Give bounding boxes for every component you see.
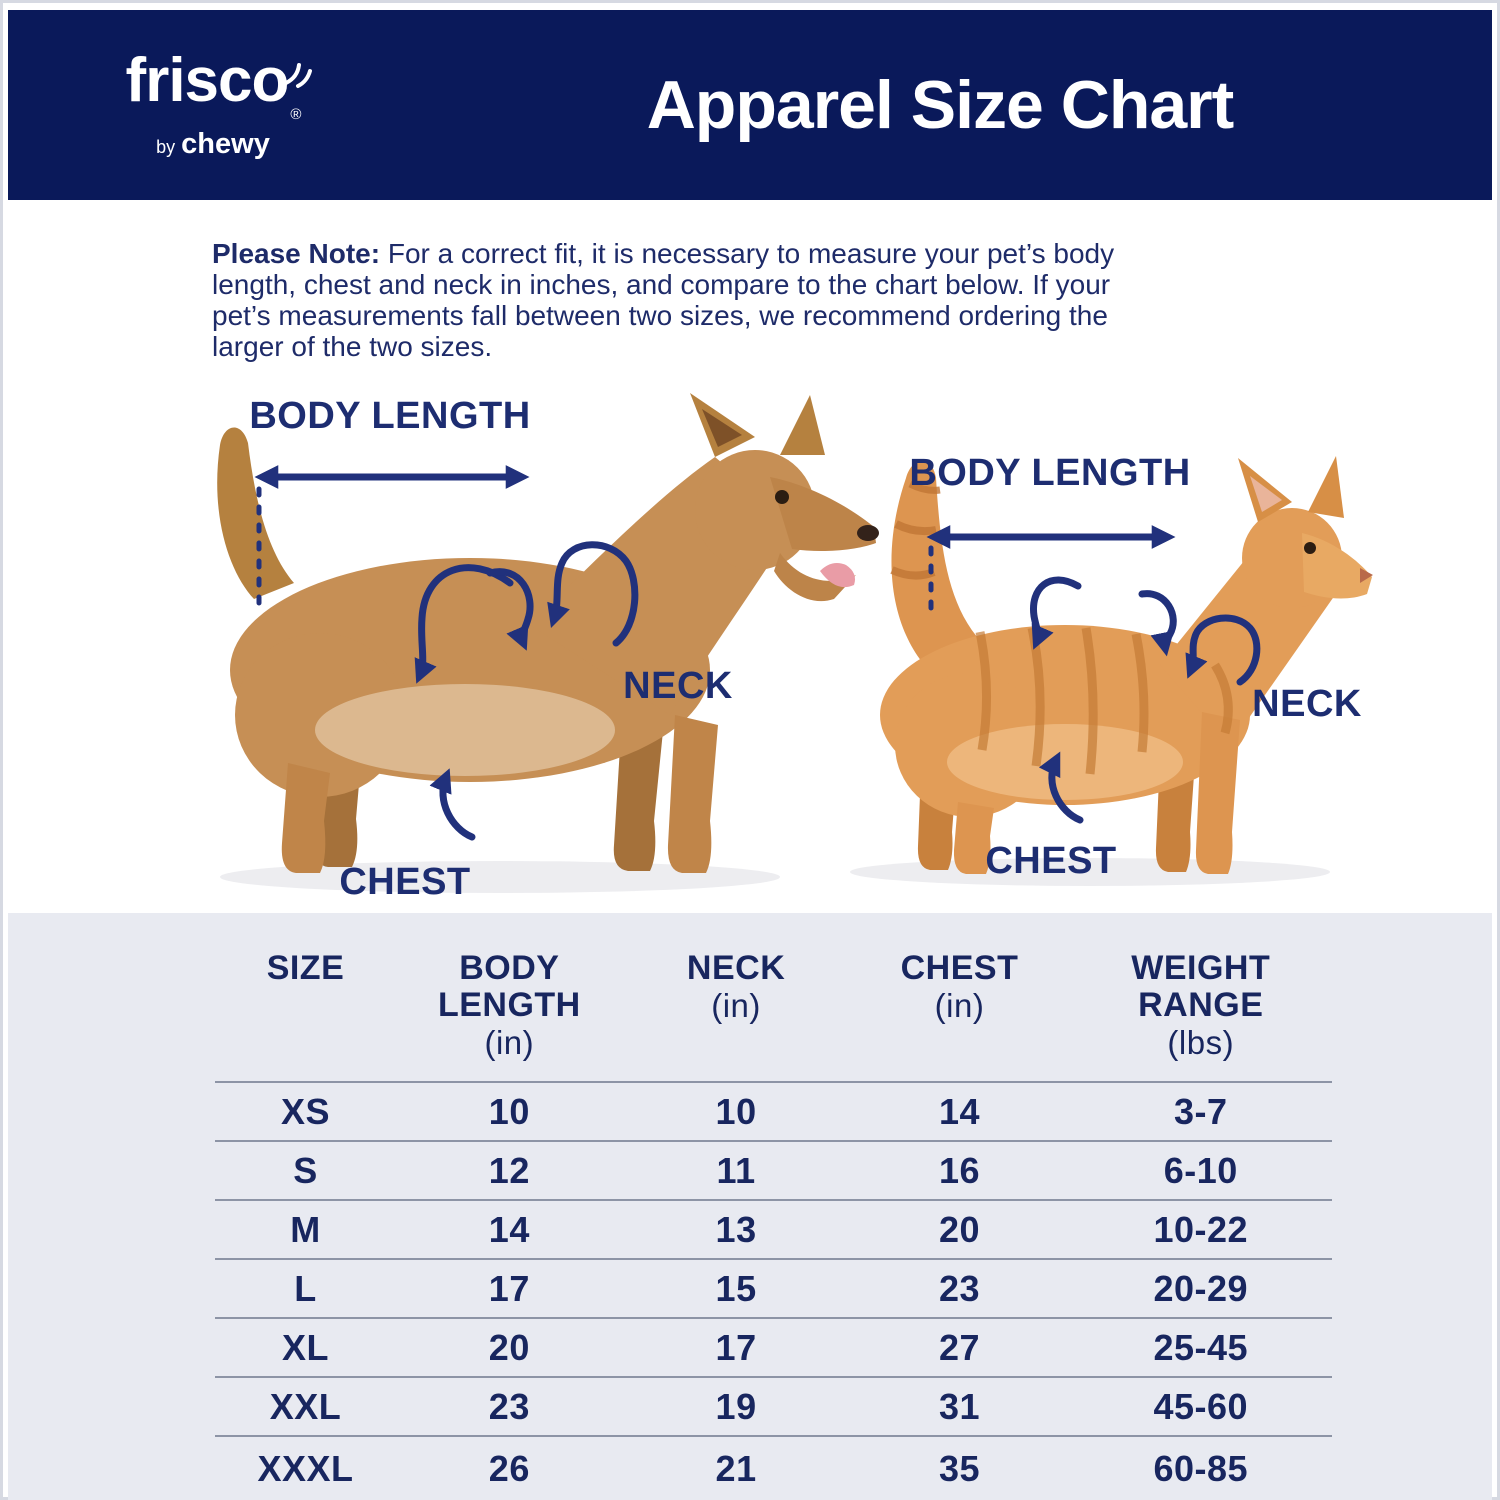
table-row-xs: XS 10 10 14 3-7: [215, 1081, 1332, 1141]
column-header-body-length: BODY LENGTH (in): [437, 949, 581, 1062]
dog-chest-label: CHEST: [339, 861, 471, 903]
cat-chest-girth-arrow-right: [1138, 590, 1177, 657]
frisco-wordmark: frisco: [125, 45, 290, 115]
size-table-section: SIZE BODY LENGTH (in) NECK (in) CHEST: [8, 913, 1492, 1500]
cat-measurement-figure: BODY LENGTH NECK CHEST: [830, 420, 1430, 910]
cell-chest: 20: [849, 1199, 1070, 1259]
cell-chest: 14: [849, 1081, 1070, 1141]
table-row-xxxl: XXXL 26 21 35 60-85: [215, 1435, 1332, 1500]
cell-weight-range: 6-10: [1069, 1140, 1332, 1200]
cell-body-length: 14: [395, 1199, 623, 1259]
dog-chest-girth-arrow-left: [414, 564, 514, 684]
fit-note-paragraph: Please Note: For a correct fit, it is ne…: [212, 238, 1322, 362]
cell-size: L: [215, 1258, 396, 1318]
cat-chest-arrow: [1038, 751, 1084, 824]
table-row-m: M 14 13 20 10-22: [215, 1199, 1332, 1259]
cell-neck: 21: [622, 1435, 850, 1500]
cell-size: XXXL: [215, 1435, 396, 1500]
registered-trademark-icon: ®: [290, 105, 301, 123]
cell-chest: 23: [849, 1258, 1070, 1318]
byline-by-text: by: [156, 136, 176, 157]
column-header-chest: CHEST (in): [900, 949, 1019, 1025]
apparel-size-table: SIZE BODY LENGTH (in) NECK (in) CHEST: [215, 950, 1332, 1500]
dog-neck-loop-arrow: [547, 541, 639, 647]
note-line: length, chest and neck in inches, and co…: [212, 269, 1111, 300]
cell-size: XS: [215, 1081, 396, 1141]
frisco-by-chewy-logo: frisco ® by chewy: [8, 49, 418, 161]
cell-size: S: [215, 1140, 396, 1200]
cell-body-length: 10: [395, 1081, 623, 1141]
table-row-xxl: XXL 23 19 31 45-60: [215, 1376, 1332, 1436]
size-table-container: SIZE BODY LENGTH (in) NECK (in) CHEST: [215, 950, 1332, 1500]
note-label: Please Note:: [212, 238, 381, 269]
dog-measurement-annotations: [254, 465, 639, 841]
cat-chest-label: CHEST: [985, 840, 1117, 882]
cat-illustration: [850, 456, 1373, 886]
table-row-l: L 17 15 23 20-29: [215, 1258, 1332, 1318]
cell-body-length: 17: [395, 1258, 623, 1318]
cell-weight-range: 3-7: [1069, 1081, 1332, 1141]
dog-neck-label: NECK: [623, 665, 733, 707]
chewy-byline: by chewy: [156, 128, 270, 161]
cat-neck-loop-arrow: [1185, 614, 1261, 686]
cell-neck: 10: [622, 1081, 850, 1141]
cell-neck: 19: [622, 1376, 850, 1436]
cell-body-length: 20: [395, 1317, 623, 1377]
cell-body-length: 23: [395, 1376, 623, 1436]
cell-size: XXL: [215, 1376, 396, 1436]
column-header-weight-range: WEIGHT RANGE (lbs): [1131, 949, 1271, 1062]
cat-chest-girth-arrow-left: [1030, 576, 1082, 650]
note-line: pet’s measurements fall between two size…: [212, 300, 1108, 331]
dog-chest-arrow: [429, 768, 476, 841]
cell-neck: 13: [622, 1199, 850, 1259]
cell-weight-range: 25-45: [1069, 1317, 1332, 1377]
dog-body-length-label: BODY LENGTH: [249, 395, 531, 437]
cell-weight-range: 45-60: [1069, 1376, 1332, 1436]
note-line: Please Note: For a correct fit, it is ne…: [212, 238, 1115, 269]
cell-size: M: [215, 1199, 396, 1259]
dog-chest-girth-arrow-right: [486, 568, 534, 651]
note-line: larger of the two sizes.: [212, 331, 493, 362]
chewy-wordmark: chewy: [181, 127, 270, 160]
cat-neck-label: NECK: [1252, 683, 1362, 725]
header-title-container: Apparel Size Chart: [418, 66, 1492, 144]
table-header-row: SIZE BODY LENGTH (in) NECK (in) CHEST: [215, 950, 1332, 1082]
cell-neck: 17: [622, 1317, 850, 1377]
header-banner: frisco ® by chewy Apparel Size Chart: [8, 10, 1492, 200]
cell-chest: 35: [849, 1435, 1070, 1500]
cell-weight-range: 10-22: [1069, 1199, 1332, 1259]
cell-body-length: 26: [395, 1435, 623, 1500]
cell-weight-range: 60-85: [1069, 1435, 1332, 1500]
cell-neck: 11: [622, 1140, 850, 1200]
cell-chest: 31: [849, 1376, 1070, 1436]
cell-neck: 15: [622, 1258, 850, 1318]
frisco-logo-text: frisco ®: [126, 49, 313, 123]
column-header-size: SIZE: [266, 949, 345, 987]
cell-weight-range: 20-29: [1069, 1258, 1332, 1318]
page-title: Apparel Size Chart: [646, 67, 1235, 143]
cell-chest: 27: [849, 1317, 1070, 1377]
logo-flick-icon: [280, 38, 314, 100]
cat-body-length-label: BODY LENGTH: [909, 452, 1191, 494]
column-header-neck: NECK (in): [686, 949, 786, 1025]
table-row-s: S 12 11 16 6-10: [215, 1140, 1332, 1200]
table-row-xl: XL 20 17 27 25-45: [215, 1317, 1332, 1377]
cell-size: XL: [215, 1317, 396, 1377]
cell-chest: 16: [849, 1140, 1070, 1200]
cell-body-length: 12: [395, 1140, 623, 1200]
cat-measurement-annotations: [926, 525, 1261, 824]
dog-illustration: [217, 393, 879, 893]
dog-measurement-figure: BODY LENGTH NECK CHEST: [170, 385, 890, 910]
